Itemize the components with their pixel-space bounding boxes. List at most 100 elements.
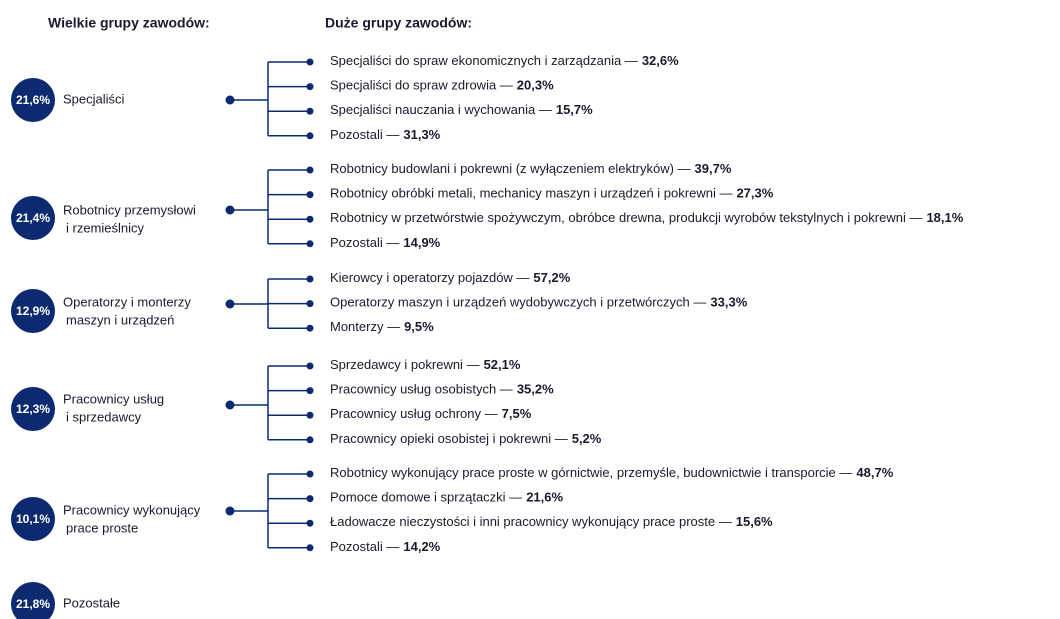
item-value: 33,3% — [710, 295, 747, 310]
group-badge — [11, 582, 55, 619]
item-name: Pomoce domowe i sprzątaczki — — [330, 490, 522, 505]
item-name: Ładowacze nieczystości i inni pracownicy… — [330, 515, 732, 530]
item-name: Specjaliści do spraw ekonomicznych i zar… — [330, 53, 638, 68]
branch-dot — [306, 83, 314, 91]
item: Pracownicy usług ochrony — 7,5% — [330, 407, 532, 422]
item: Pozostali — 31,3% — [330, 127, 441, 142]
item-name: Monterzy — — [330, 320, 400, 335]
branch-dot — [306, 300, 314, 308]
item-name: Operatorzy maszyn i urządzeń wydobywczyc… — [330, 295, 706, 310]
item-value: 35,2% — [517, 382, 554, 397]
branch-dot — [306, 495, 314, 503]
item-value: 57,2% — [533, 270, 570, 285]
item-value: 9,5% — [404, 320, 434, 335]
item-value: 21,6% — [526, 490, 563, 505]
group-name: Pracownicy usług — [63, 391, 164, 406]
item-value: 39,7% — [695, 161, 732, 176]
item-name: Robotnicy w przetwórstwie spożywczym, ob… — [330, 211, 922, 226]
item-name: Kierowcy i operatorzy pojazdów — — [330, 270, 529, 285]
item-name: Robotnicy wykonujący prace proste w górn… — [330, 465, 852, 480]
branch-dot — [306, 411, 314, 419]
group-pct: 21,6% — [16, 93, 50, 107]
item-name: Pracownicy opieki osobistej i pokrewni — — [330, 431, 568, 446]
item-name: Robotnicy budowlani i pokrewni (z wyłącz… — [330, 161, 691, 176]
item: Pomoce domowe i sprzątaczki — 21,6% — [330, 490, 563, 505]
branch-dot — [306, 166, 314, 174]
group-name: i rzemieślnicy — [66, 220, 145, 235]
item-value: 5,2% — [572, 431, 602, 446]
item: Robotnicy budowlani i pokrewni (z wyłącz… — [330, 161, 732, 176]
item: Robotnicy obróbki metali, mechanicy masz… — [330, 186, 774, 201]
group-name: i sprzedawcy — [66, 409, 142, 424]
item-value: 14,9% — [403, 235, 440, 250]
left-header: Wielkie grupy zawodów: — [48, 15, 210, 31]
item-name: Specjaliści nauczania i wychowania — — [330, 103, 552, 118]
connector-dot — [225, 205, 235, 215]
group-pct: 21,8% — [16, 597, 50, 611]
connector-dot — [225, 299, 235, 309]
group-name: Robotnicy przemysłowi — [63, 202, 196, 217]
group-badge — [11, 387, 55, 431]
item-value: 52,1% — [484, 357, 521, 372]
item: Sprzedawcy i pokrewni — 52,1% — [330, 357, 521, 372]
group-pct: 10,1% — [16, 512, 50, 526]
connector-dot — [225, 400, 235, 410]
item-name: Pozostali — — [330, 539, 399, 554]
branch-dot — [306, 544, 314, 552]
group-badge — [11, 497, 55, 541]
item: Kierowcy i operatorzy pojazdów — 57,2% — [330, 270, 571, 285]
item-name: Pracownicy usług osobistych — — [330, 382, 513, 397]
group-badge — [11, 196, 55, 240]
item: Operatorzy maszyn i urządzeń wydobywczyc… — [330, 295, 748, 310]
item-name: Robotnicy obróbki metali, mechanicy masz… — [330, 186, 732, 201]
item: Ładowacze nieczystości i inni pracownicy… — [330, 515, 773, 530]
item: Pozostali — 14,9% — [330, 235, 441, 250]
item: Robotnicy w przetwórstwie spożywczym, ob… — [330, 211, 964, 226]
branch-dot — [306, 240, 314, 248]
item-value: 7,5% — [502, 407, 532, 422]
group-pct: 12,3% — [16, 402, 50, 416]
branch-dot — [306, 132, 314, 140]
item-value: 14,2% — [403, 539, 440, 554]
group-name: Specjaliści — [63, 91, 125, 106]
item-value: 15,6% — [736, 515, 773, 530]
item-name: Specjaliści do spraw zdrowia — — [330, 78, 513, 93]
branch-dot — [306, 470, 314, 478]
branch-dot — [306, 362, 314, 370]
item-name: Sprzedawcy i pokrewni — — [330, 357, 480, 372]
item-value: 20,3% — [517, 78, 554, 93]
item: Specjaliści nauczania i wychowania — 15,7… — [330, 103, 593, 118]
item: Pracownicy usług osobistych — 35,2% — [330, 382, 554, 397]
item-name: Pracownicy usług ochrony — — [330, 407, 498, 422]
item-value: 32,6% — [642, 53, 679, 68]
group-name: maszyn i urządzeń — [66, 312, 174, 327]
item-value: 48,7% — [856, 465, 893, 480]
item-name: Pozostali — — [330, 127, 399, 142]
item-value: 18,1% — [926, 211, 963, 226]
item-value: 27,3% — [736, 186, 773, 201]
item: Pracownicy opieki osobistej i pokrewni —… — [330, 431, 602, 446]
connector-dot — [225, 95, 235, 105]
group-name: Pozostałe — [63, 595, 120, 610]
branch-dot — [306, 436, 314, 444]
branch-dot — [306, 519, 314, 527]
branch-dot — [306, 58, 314, 66]
item: Robotnicy wykonujący prace proste w górn… — [330, 465, 894, 480]
group-badge — [11, 289, 55, 333]
branch-dot — [306, 387, 314, 395]
connector-dot — [225, 506, 235, 516]
group-badge — [11, 78, 55, 122]
item-name: Pozostali — — [330, 235, 399, 250]
branch-dot — [306, 324, 314, 332]
item: Monterzy — 9,5% — [330, 320, 434, 335]
branch-dot — [306, 107, 314, 115]
item: Specjaliści do spraw zdrowia — 20,3% — [330, 78, 554, 93]
group-pct: 21,4% — [16, 211, 50, 225]
right-header: Duże grupy zawodów: — [325, 15, 472, 31]
item: Pozostali — 14,2% — [330, 539, 441, 554]
branch-dot — [306, 191, 314, 199]
item-value: 15,7% — [556, 103, 593, 118]
group-name: Operatorzy i monterzy — [63, 294, 191, 309]
item: Specjaliści do spraw ekonomicznych i zar… — [330, 53, 679, 68]
